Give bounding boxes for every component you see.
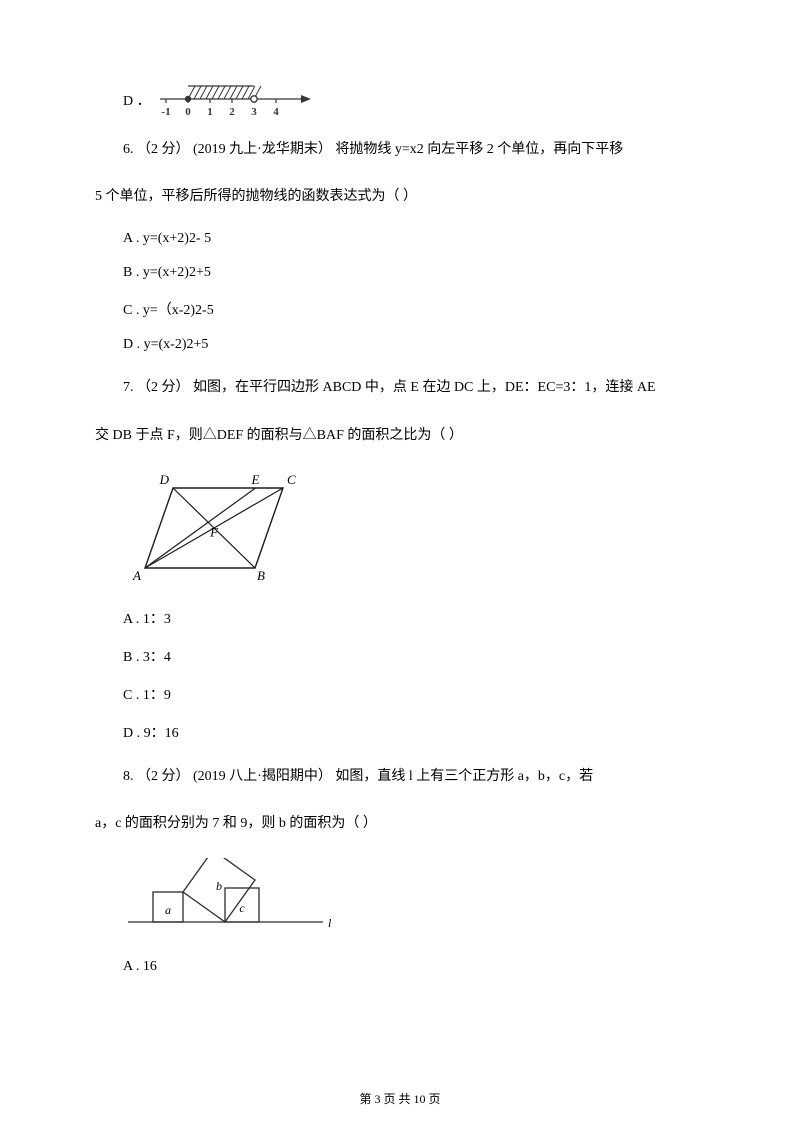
q7-option-d: D . 9：16 (123, 722, 705, 742)
svg-text:2: 2 (229, 106, 235, 118)
svg-text:b: b (216, 879, 222, 893)
q7-option-a: A . 1：3 (123, 608, 705, 628)
svg-text:1: 1 (207, 106, 213, 118)
svg-text:0: 0 (185, 106, 191, 118)
svg-text:D: D (159, 472, 170, 487)
q7-stem-line2: 交 DB 于点 F，则△DEF 的面积与△BAF 的面积之比为（ ） (95, 423, 705, 448)
svg-text:3: 3 (251, 106, 257, 118)
q6-stem-line1: 6. （2 分） (2019 九上·龙华期末） 将抛物线 y=x2 向左平移 2… (95, 137, 705, 162)
svg-text:l: l (328, 916, 332, 930)
q7-option-b: B . 3：4 (123, 646, 705, 666)
q5-option-d: D ． -1 0 1 2 3 4 (123, 85, 705, 119)
numberline-figure: -1 0 1 2 3 4 (158, 85, 313, 119)
q7-figure-block: D E C F A B (123, 470, 705, 590)
q8-stem-line1: 8. （2 分） (2019 八上·揭阳期中） 如图，直线 l 上有三个正方形 … (95, 764, 705, 789)
svg-text:4: 4 (273, 106, 279, 118)
q6-option-b: B . y=(x+2)2+5 (123, 265, 705, 281)
q6-option-c: C . y=（x-2)2-5 (123, 299, 705, 319)
svg-text:C: C (287, 472, 296, 487)
page-footer: 第 3 页 共 10 页 (0, 1090, 800, 1107)
q7-option-c: C . 1：9 (123, 684, 705, 704)
q7-stem-line1: 7. （2 分） 如图，在平行四边形 ABCD 中，点 E 在边 DC 上，DE… (95, 375, 705, 400)
q8-option-a: A . 16 (123, 959, 705, 975)
three-squares-figure: a b c l (123, 858, 343, 938)
q5-d-label: D ． (123, 89, 151, 114)
svg-text:A: A (132, 568, 141, 583)
svg-text:E: E (251, 472, 260, 487)
q6-option-a: A . y=(x+2)2- 5 (123, 231, 705, 247)
svg-text:c: c (239, 901, 245, 915)
q8-stem-line2: a，c 的面积分别为 7 和 9，则 b 的面积为（ ） (95, 811, 705, 836)
q6-stem-line2: 5 个单位，平移后所得的抛物线的函数表达式为（ ） (95, 184, 705, 209)
svg-text:B: B (257, 568, 265, 583)
svg-text:a: a (165, 903, 171, 917)
q6-option-d: D . y=(x-2)2+5 (123, 337, 705, 353)
svg-text:-1: -1 (162, 106, 171, 118)
parallelogram-figure: D E C F A B (123, 470, 303, 585)
svg-text:F: F (209, 524, 219, 539)
q8-figure-block: a b c l (123, 858, 705, 943)
